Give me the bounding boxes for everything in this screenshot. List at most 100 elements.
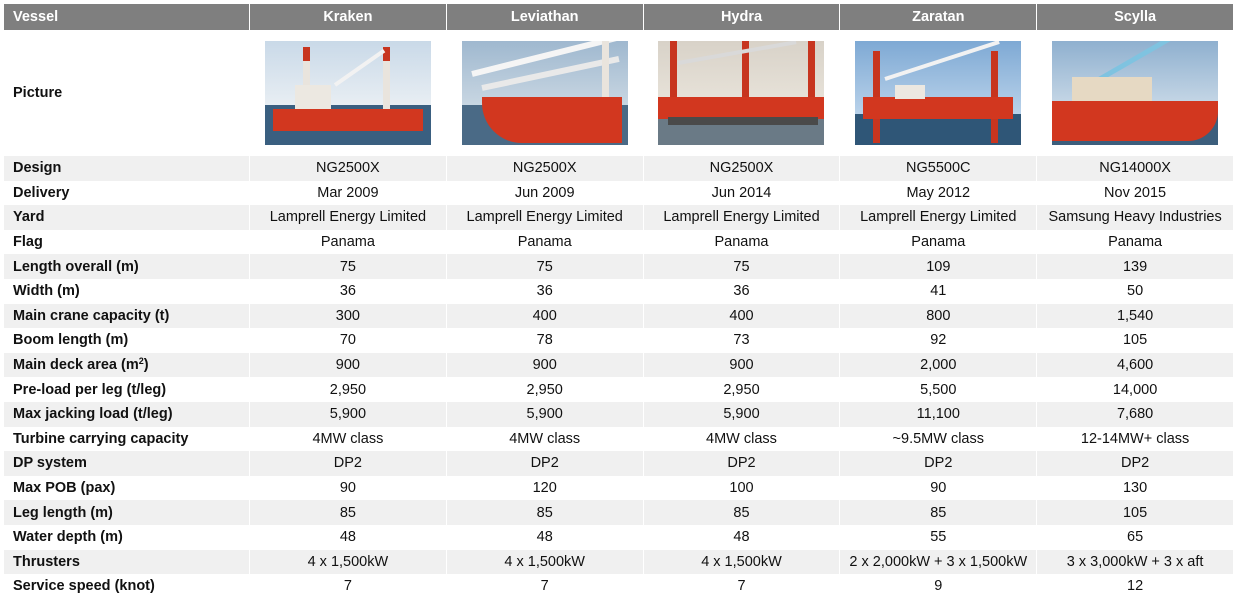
- cell-scylla: 12: [1036, 574, 1233, 599]
- cell-scylla: 3 x 3,000kW + 3 x aft: [1036, 549, 1233, 575]
- row-label-text: Yard: [13, 209, 45, 226]
- cell-scylla: 1,540: [1036, 303, 1233, 329]
- table-row: Design NG2500X NG2500X NG2500X NG5500C NG1400…: [4, 156, 1233, 181]
- row-label-text: Width (m): [13, 283, 80, 300]
- header-row: Vessel Kraken Leviathan Hydra Zaratan Sc…: [4, 4, 1233, 30]
- cell-kraken: NG2500X: [249, 156, 446, 181]
- vessel-name-kraken: Kraken: [249, 4, 446, 30]
- row-label-text: Leg length (m): [13, 504, 113, 521]
- table-row: Yard Lamprell Energy Limited Lamprell Ener…: [4, 205, 1233, 230]
- cell-scylla: 50: [1036, 278, 1233, 304]
- cell-hydra: 400: [642, 303, 840, 329]
- cell-zaratan: 109: [839, 254, 1037, 279]
- row-label-text: DP system: [13, 455, 87, 472]
- row-label: Length overall (m): [4, 254, 249, 279]
- row-label-suffix: ): [143, 357, 149, 374]
- row-label-text: Delivery: [13, 184, 70, 201]
- table-row: Leg length (m) 85 85 85 85 105: [4, 500, 1233, 525]
- cell-hydra: 48: [642, 524, 840, 550]
- row-label: Water depth (m): [4, 525, 249, 550]
- cell-zaratan: 92: [839, 328, 1036, 353]
- header-label: Vessel: [4, 4, 249, 30]
- cell-kraken: 36: [249, 278, 446, 304]
- cell-scylla: NG14000X: [1036, 156, 1233, 181]
- table-row: Main deck area (m2) 900 900 900 2,000 4,600: [4, 352, 1233, 378]
- cell-leviathan: Jun 2009: [445, 180, 643, 206]
- row-label-text: Design: [13, 160, 62, 177]
- cell-zaratan: 9: [839, 574, 1036, 599]
- cell-scylla: 130: [1036, 475, 1233, 501]
- cell-kraken: 4 x 1,500kW: [249, 549, 446, 575]
- row-label: Main deck area (m2): [4, 352, 249, 378]
- cell-zaratan: ~9.5MW class: [839, 426, 1036, 452]
- table-row: Max POB (pax) 90 120 100 90 130: [4, 475, 1233, 501]
- row-label: Design: [4, 156, 249, 181]
- cell-kraken: 75: [249, 254, 446, 279]
- cell-leviathan: NG2500X: [445, 156, 643, 181]
- row-label-text: Flag: [13, 234, 43, 251]
- table-row: Delivery Mar 2009 Jun 2009 Jun 2014 May 2012…: [4, 180, 1233, 206]
- row-label-text: Max POB (pax): [13, 480, 116, 497]
- cell-kraken: Mar 2009: [249, 180, 446, 206]
- row-label-text: Max jacking load (t/leg): [13, 406, 173, 423]
- table-row: Boom length (m) 70 78 73 92 105: [4, 328, 1233, 353]
- cell-leviathan: 4 x 1,500kW: [445, 549, 643, 575]
- row-label-text: Service speed (knot): [13, 578, 155, 595]
- cell-kraken: Lamprell Energy Limited: [249, 205, 446, 230]
- cell-hydra: 36: [642, 278, 840, 304]
- table-row: DP system DP2 DP2 DP2 DP2 DP2: [4, 451, 1233, 476]
- cell-kraken: 90: [249, 475, 446, 501]
- row-label: Delivery: [4, 181, 249, 206]
- cell-hydra: 4MW class: [642, 426, 840, 452]
- picture-cell: [1036, 30, 1233, 156]
- vessel-spec-table: Vessel Kraken Leviathan Hydra Zaratan Sc…: [4, 4, 1233, 599]
- picture-cell: [249, 30, 446, 156]
- row-label-text: Main crane capacity (t): [13, 307, 170, 324]
- picture-cell: [839, 30, 1037, 156]
- cell-zaratan: DP2: [839, 451, 1037, 476]
- cell-scylla: 105: [1036, 328, 1233, 353]
- cell-leviathan: 48: [445, 524, 643, 550]
- table-row: Service speed (knot) 7 7 7 9 12: [4, 574, 1233, 599]
- cell-scylla: 7,680: [1036, 401, 1233, 427]
- cell-scylla: 12-14MW+ class: [1036, 426, 1233, 452]
- cell-hydra: 900: [642, 352, 840, 378]
- cell-zaratan: 5,500: [839, 377, 1036, 402]
- table-row: Turbine carrying capacity 4MW class 4MW cl…: [4, 426, 1233, 452]
- cell-scylla: Nov 2015: [1036, 180, 1233, 206]
- row-label: DP system: [4, 451, 249, 476]
- cell-scylla: 139: [1036, 254, 1233, 279]
- picture-cell: [445, 30, 643, 156]
- row-label: Turbine carrying capacity: [4, 427, 249, 452]
- cell-zaratan: Panama: [839, 229, 1036, 255]
- cell-hydra: 85: [642, 500, 840, 525]
- cell-hydra: 7: [642, 574, 840, 599]
- cell-hydra: 2,950: [642, 377, 840, 402]
- picture-label: Picture: [4, 30, 249, 156]
- cell-hydra: 4 x 1,500kW: [642, 549, 840, 575]
- cell-leviathan: 900: [445, 352, 643, 378]
- row-label-text: Main deck area (m: [13, 357, 139, 374]
- cell-kraken: Panama: [249, 229, 446, 255]
- row-label-superscript: 2: [138, 356, 144, 367]
- vessel-photo-leviathan: [461, 41, 628, 145]
- cell-scylla: Samsung Heavy Industries: [1036, 205, 1233, 230]
- cell-leviathan: DP2: [445, 451, 643, 476]
- cell-leviathan: 120: [445, 475, 643, 501]
- cell-hydra: 5,900: [642, 401, 840, 427]
- row-label-text: Length overall (m): [13, 258, 139, 275]
- cell-zaratan: Lamprell Energy Limited: [839, 205, 1037, 230]
- cell-leviathan: 2,950: [445, 377, 643, 402]
- row-label: Max jacking load (t/leg): [4, 401, 249, 427]
- vessel-name-scylla: Scylla: [1036, 4, 1233, 30]
- cell-scylla: 14,000: [1036, 377, 1233, 402]
- cell-zaratan: 2 x 2,000kW + 3 x 1,500kW: [839, 549, 1037, 575]
- cell-leviathan: 7: [445, 574, 643, 599]
- cell-leviathan: 5,900: [445, 401, 643, 427]
- row-label: Yard: [4, 205, 249, 230]
- cell-leviathan: 78: [445, 328, 643, 353]
- row-label: Pre-load per leg (t/leg): [4, 377, 249, 402]
- vessel-photo-zaratan: [855, 41, 1022, 145]
- table-row: Length overall (m) 75 75 75 109 139: [4, 254, 1233, 279]
- row-label: Main crane capacity (t): [4, 303, 249, 329]
